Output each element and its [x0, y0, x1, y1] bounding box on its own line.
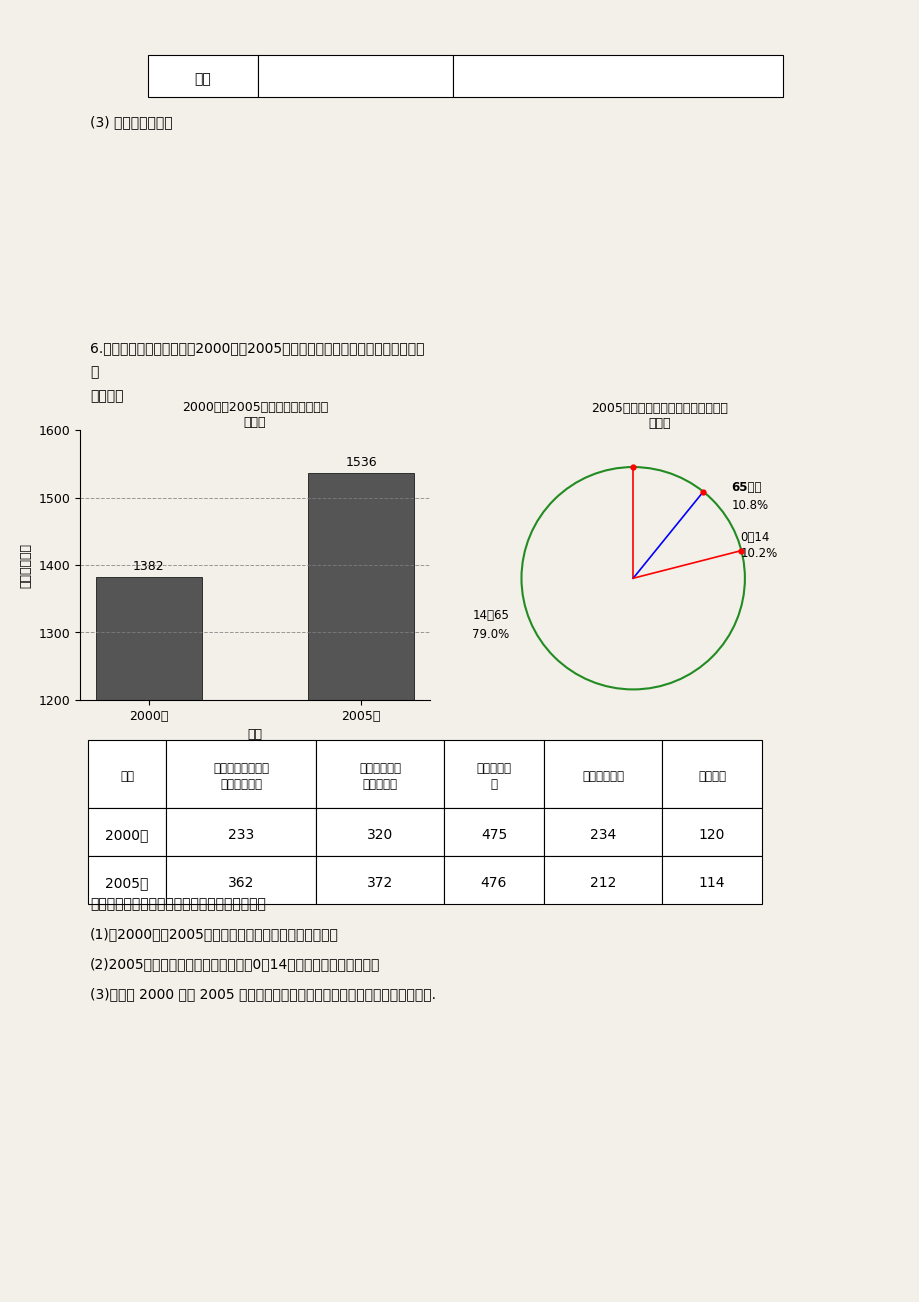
Bar: [88, 855, 165, 904]
Bar: [88, 740, 165, 809]
Text: (2)2005年北京市常住人口中，少儿（0〔14岁）人口约为多少万人？: (2)2005年北京市常住人口中，少儿（0〔14岁）人口约为多少万人？: [90, 957, 380, 971]
Text: 320: 320: [367, 828, 392, 842]
Text: 小学程度人数: 小学程度人数: [582, 771, 623, 784]
Text: 14～65: 14～65: [471, 609, 508, 622]
Text: 6.根据北京市统计局公布的2000年，2005年北京市常住人口相关数据，绘刻统计: 6.根据北京市统计局公布的2000年，2005年北京市常住人口相关数据，绘刻统计: [90, 341, 424, 355]
Bar: [165, 740, 315, 809]
Title: 2005年北京市常住人口各年龄段人数
统计图: 2005年北京市常住人口各年龄段人数 统计图: [591, 402, 728, 430]
Bar: [543, 740, 662, 809]
Bar: [88, 809, 165, 855]
Bar: [444, 809, 543, 855]
Text: (3) 画出扇形统计图: (3) 画出扇形统计图: [90, 115, 173, 129]
Text: 114: 114: [698, 876, 724, 891]
Text: 10.8%: 10.8%: [731, 499, 767, 512]
Text: 数: 数: [490, 779, 497, 792]
Bar: [662, 809, 761, 855]
Bar: [662, 855, 761, 904]
Text: 362: 362: [228, 876, 254, 891]
Text: 大学程度人数（指: 大学程度人数（指: [213, 763, 268, 776]
Bar: [315, 855, 444, 904]
X-axis label: 年份: 年份: [247, 728, 262, 741]
Bar: [543, 855, 662, 904]
Text: (3)请结合 2000 年和 2005 年北京市常住人口受教育程度的状况，谈谈你的看法.: (3)请结合 2000 年和 2005 年北京市常住人口受教育程度的状况，谈谈你…: [90, 987, 436, 1001]
Bar: [444, 740, 543, 809]
Text: 高中程度人数: 高中程度人数: [358, 763, 401, 776]
Text: 表如下：: 表如下：: [90, 389, 123, 404]
Text: 212: 212: [589, 876, 616, 891]
Bar: [96, 577, 202, 1302]
Text: (1)从2000年到2005年北京市常住人口增加了多少万人？: (1)从2000年到2005年北京市常住人口增加了多少万人？: [90, 927, 338, 941]
Text: 大专及以上）: 大专及以上）: [220, 779, 262, 792]
Bar: [662, 740, 761, 809]
Bar: [543, 809, 662, 855]
Text: 120: 120: [698, 828, 724, 842]
Text: 1382: 1382: [133, 560, 165, 573]
Text: 请利用上述统计图表提供的信息回答下列问题：: 请利用上述统计图表提供的信息回答下列问题：: [90, 897, 266, 911]
Text: 其他人数: 其他人数: [698, 771, 725, 784]
Text: 初中程度人: 初中程度人: [476, 763, 511, 776]
Text: 2000年: 2000年: [105, 828, 149, 842]
Bar: [165, 809, 315, 855]
Bar: [308, 473, 414, 1302]
Bar: [444, 855, 543, 904]
Text: 65以上: 65以上: [731, 482, 761, 495]
Text: 1536: 1536: [345, 456, 377, 469]
Text: 年份: 年份: [119, 771, 134, 784]
Bar: [315, 809, 444, 855]
Bar: [148, 55, 257, 98]
Text: 475: 475: [481, 828, 506, 842]
Text: 234: 234: [589, 828, 616, 842]
Text: （含中专）: （含中专）: [362, 779, 397, 792]
Title: 2000年、2005年北京市常住人口数
统计图: 2000年、2005年北京市常住人口数 统计图: [182, 401, 328, 428]
Text: 79.0%: 79.0%: [471, 628, 509, 641]
Bar: [315, 740, 444, 809]
Text: 10.2%: 10.2%: [740, 547, 777, 560]
Text: 0～14: 0～14: [740, 530, 769, 543]
Bar: [257, 55, 452, 98]
Text: 233: 233: [228, 828, 254, 842]
Text: 图: 图: [90, 365, 98, 379]
Text: 476: 476: [481, 876, 506, 891]
Bar: [452, 55, 782, 98]
Bar: [165, 855, 315, 904]
Text: 372: 372: [367, 876, 392, 891]
Y-axis label: 人数（万人）: 人数（万人）: [20, 543, 33, 587]
Text: 2005年: 2005年: [105, 876, 149, 891]
Text: 其它: 其它: [195, 72, 211, 86]
